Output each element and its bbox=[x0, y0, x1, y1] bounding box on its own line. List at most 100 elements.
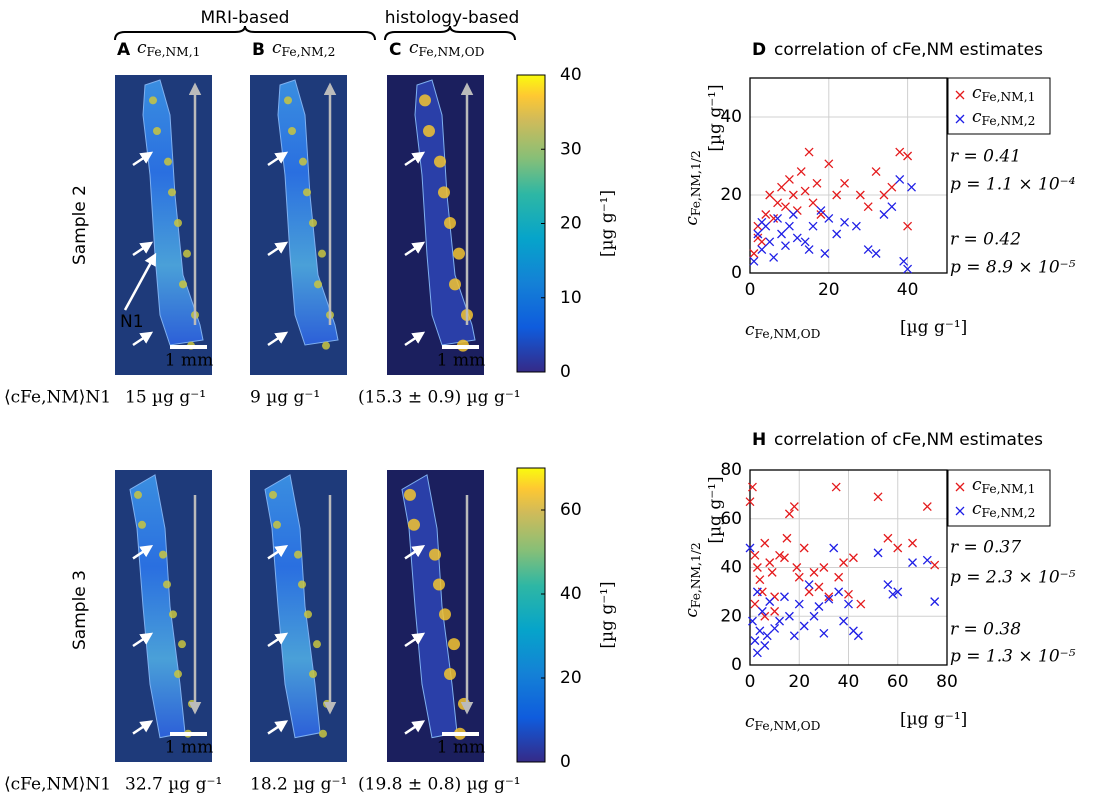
x-tick-label: 40 bbox=[897, 280, 919, 300]
data-point bbox=[893, 543, 903, 553]
y-tick-label: 40 bbox=[720, 107, 742, 127]
data-point bbox=[922, 502, 932, 512]
data-point bbox=[808, 198, 818, 208]
arrow bbox=[267, 331, 289, 347]
data-point bbox=[749, 256, 759, 266]
data-point bbox=[809, 567, 819, 577]
data-point bbox=[903, 151, 913, 161]
x-tick-label: 0 bbox=[745, 280, 756, 300]
data-point bbox=[794, 599, 804, 609]
arrow bbox=[132, 241, 154, 257]
data-point bbox=[765, 558, 775, 568]
hotspot bbox=[404, 488, 416, 501]
hotspot bbox=[179, 280, 187, 289]
mean-value: 32.7 µg g⁻¹ bbox=[125, 775, 222, 795]
data-point bbox=[819, 563, 829, 572]
colorbar-tick-label: 0 bbox=[560, 752, 571, 772]
data-point bbox=[873, 548, 883, 558]
hotspot bbox=[439, 608, 451, 621]
plot-frame bbox=[749, 469, 948, 666]
data-point bbox=[844, 589, 853, 599]
arrow bbox=[404, 720, 426, 735]
data-point bbox=[788, 210, 798, 219]
legend-label: cFe,NM,2 bbox=[972, 107, 1035, 128]
hotspot bbox=[438, 186, 450, 199]
chart-letter: D bbox=[752, 40, 766, 60]
data-point bbox=[930, 597, 940, 607]
x-axis-label: cFe,NM,OD bbox=[745, 712, 821, 733]
hotspot bbox=[288, 127, 296, 135]
data-point bbox=[789, 631, 799, 641]
data-point bbox=[788, 190, 798, 200]
data-point bbox=[895, 147, 905, 157]
x-tick-label: 60 bbox=[887, 672, 909, 692]
data-point bbox=[752, 563, 762, 572]
data-point bbox=[794, 572, 804, 582]
sample-label: Sample 2 bbox=[70, 185, 90, 265]
arrow bbox=[404, 151, 426, 167]
colorbar-tick-label: 30 bbox=[560, 139, 582, 159]
data-point bbox=[765, 597, 775, 607]
hotspot bbox=[273, 520, 281, 529]
data-point bbox=[755, 626, 765, 636]
colorbar bbox=[516, 74, 546, 373]
hotspot bbox=[408, 518, 420, 531]
scale-bar-label: 1 mm bbox=[165, 351, 213, 371]
arrow bbox=[404, 331, 426, 347]
y-axis-label: cFe,NM,1/2 bbox=[682, 542, 703, 617]
data-point bbox=[762, 631, 772, 641]
data-point bbox=[769, 213, 779, 223]
hotspot bbox=[313, 640, 321, 649]
colorbar-label: [µg g⁻¹] bbox=[598, 190, 618, 257]
hotspot bbox=[159, 550, 167, 559]
scale-bar-label: 1 mm bbox=[165, 738, 213, 758]
data-point bbox=[824, 213, 834, 223]
hotspot bbox=[153, 127, 161, 135]
y-tick-label: 0 bbox=[731, 263, 742, 283]
hotspot bbox=[169, 610, 177, 619]
data-point bbox=[883, 533, 893, 543]
mean-value: 15 µg g⁻¹ bbox=[125, 388, 206, 408]
y-tick-label: 80 bbox=[720, 460, 742, 480]
data-point bbox=[819, 628, 829, 638]
data-point bbox=[770, 623, 780, 633]
stat-label: p = 2.3 × 10⁻⁵ bbox=[950, 568, 1076, 588]
tissue bbox=[414, 79, 476, 346]
hotspot bbox=[433, 578, 445, 591]
x-axis-label: cFe,NM,OD bbox=[745, 320, 821, 341]
brace bbox=[114, 25, 376, 41]
data-point bbox=[839, 616, 849, 626]
legend-label: cFe,NM,1 bbox=[972, 83, 1035, 104]
hotspot bbox=[449, 278, 461, 291]
group-label: MRI-based bbox=[201, 8, 290, 28]
data-point bbox=[873, 492, 883, 502]
colorbar-tick-label: 40 bbox=[560, 65, 582, 85]
data-point bbox=[792, 233, 802, 243]
legend-marker bbox=[955, 506, 965, 516]
hotspot bbox=[164, 157, 172, 166]
arrow bbox=[132, 632, 154, 648]
data-point bbox=[752, 648, 762, 658]
data-point bbox=[816, 210, 826, 219]
x-axis-unit: [µg g⁻¹] bbox=[900, 710, 967, 730]
data-point bbox=[814, 582, 824, 592]
data-point bbox=[809, 611, 819, 621]
data-point bbox=[784, 509, 794, 519]
arrow bbox=[404, 632, 426, 648]
data-point bbox=[922, 555, 932, 565]
hotspot bbox=[174, 219, 182, 227]
data-point bbox=[832, 229, 842, 239]
data-point bbox=[804, 580, 814, 590]
data-point bbox=[750, 550, 760, 560]
arrow bbox=[132, 331, 154, 347]
x-tick-label: 40 bbox=[838, 672, 860, 692]
panel-letter: A bbox=[117, 40, 131, 60]
data-point bbox=[887, 202, 897, 212]
hotspot bbox=[178, 640, 186, 649]
arrow bbox=[404, 241, 426, 257]
arrow bbox=[267, 151, 289, 167]
data-point bbox=[903, 264, 913, 274]
data-point bbox=[745, 497, 755, 507]
sample-label: Sample 3 bbox=[70, 570, 90, 650]
legend-frame bbox=[947, 469, 1051, 527]
